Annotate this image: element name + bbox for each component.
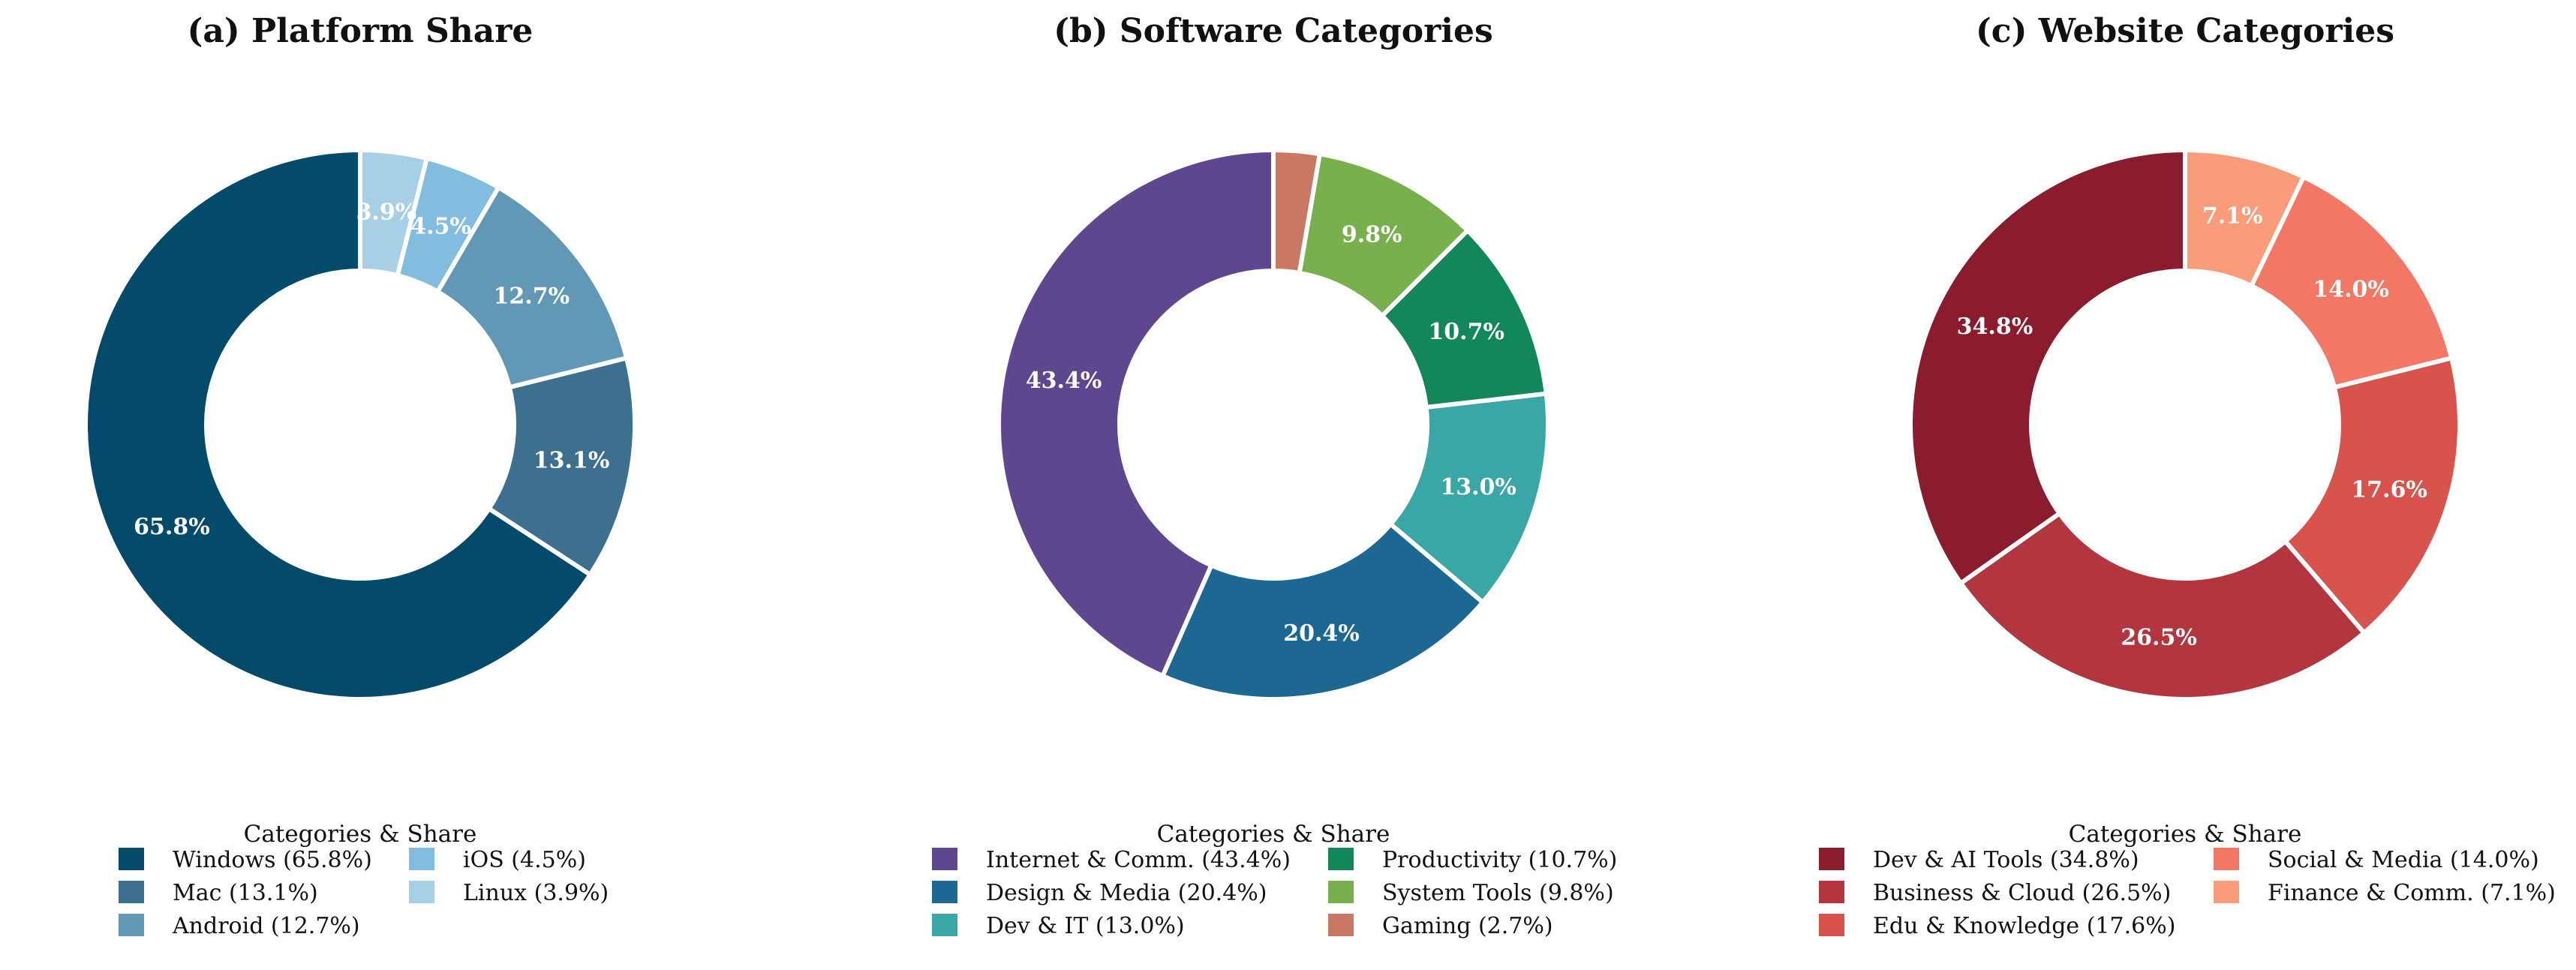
legend-swatch (932, 914, 957, 936)
slice-value-label: 34.8% (1957, 314, 2033, 340)
donut-slice-design-media (1160, 521, 1486, 701)
slice-value-label: 13.1% (534, 447, 610, 473)
slice-value-label: 7.1% (2202, 203, 2263, 230)
legend-label: Windows (65.8%) (173, 847, 372, 873)
slice-value-label: 43.4% (1026, 368, 1102, 394)
legend-label: Dev & IT (13.0%) (986, 913, 1185, 939)
legend-swatch (409, 848, 434, 870)
legend-swatch (2214, 881, 2239, 903)
legend-item: Design & Media (20.4%) (932, 880, 1267, 906)
donut-slice-edu-knowledge (2283, 356, 2462, 635)
legend-label: Design & Media (20.4%) (986, 880, 1267, 906)
legend-label: Mac (13.1%) (173, 880, 318, 906)
legend-item: Windows (65.8%) (119, 847, 372, 873)
donut-slice-linux (358, 148, 429, 278)
slice-value-label: 9.8% (1342, 221, 1402, 248)
donut-slice-dev-ai-tools (1908, 148, 2187, 586)
legend-label: iOS (4.5%) (463, 847, 586, 873)
legend-item: iOS (4.5%) (409, 847, 586, 873)
slice-value-label: 13.0% (1440, 474, 1516, 500)
donut-slice-android (435, 185, 630, 390)
legend-label: Social & Media (14.0%) (2268, 847, 2539, 873)
donut-b: 43.4% 20.4% 13.0% 10.7% 9.8% (996, 148, 1550, 701)
donut-slice-windows (83, 148, 593, 701)
panel-website-categories: (c) Website Categories 34.8% 26.5% 17.6% 14… (1819, 12, 2556, 939)
slice-value-label: 12.7% (494, 284, 570, 310)
legend-swatch (932, 848, 957, 870)
legend-item: Dev & IT (13.0%) (932, 913, 1185, 939)
slice-value-label: 14.0% (2313, 276, 2389, 302)
legend-swatch (1819, 914, 1844, 936)
legend-label: Edu & Knowledge (17.6%) (1873, 913, 2175, 939)
legend-label: Android (12.7%) (172, 913, 360, 939)
slice-value-label: 10.7% (1428, 319, 1504, 345)
legend-swatch (2214, 848, 2239, 870)
legend-b: Internet & Comm. (43.4%) Design & Media (… (932, 847, 1617, 939)
legend-item: Linux (3.9%) (409, 880, 609, 906)
legend-swatch (119, 914, 144, 936)
donut-slice-business-cloud (1958, 511, 2367, 701)
legend-swatch (409, 881, 434, 903)
legend-item: Business & Cloud (26.5%) (1819, 880, 2171, 906)
chart-title-b: (b) Software Categories (1054, 12, 1493, 50)
legend-item: Social & Media (14.0%) (2214, 847, 2539, 873)
chart-title-a: (a) Platform Share (188, 12, 534, 50)
legend-label: Finance & Comm. (7.1%) (2268, 880, 2556, 906)
slice-value-label: 20.4% (1283, 620, 1360, 647)
slice-value-label: 3.9% (356, 200, 417, 226)
legend-swatch (1328, 848, 1354, 870)
legend-item: Gaming (2.7%) (1328, 913, 1553, 939)
legend-label: System Tools (9.8%) (1382, 880, 1614, 906)
donut-c: 34.8% 26.5% 17.6% 14.0% 7.1% (1908, 148, 2462, 701)
panel-software-categories: (b) Software Categories 43.4% 20.4% 13.0% 1… (932, 12, 1617, 939)
legend-title-c: Categories & Share (2069, 821, 2302, 848)
legend-item: Mac (13.1%) (119, 880, 318, 906)
legend-item: Finance & Comm. (7.1%) (2214, 880, 2556, 906)
legend-swatch (119, 848, 144, 870)
legend-a: Windows (65.8%) Mac (13.1%) Android (12.7%… (119, 847, 609, 939)
slice-value-label: 4.5% (410, 214, 471, 240)
legend-swatch (1328, 881, 1354, 903)
chart-title-c: (c) Website Categories (1976, 12, 2394, 50)
legend-swatch (1819, 848, 1844, 870)
legend-swatch (1819, 881, 1844, 903)
legend-item: Android (12.7%) (119, 913, 360, 939)
legend-swatch (932, 881, 957, 903)
legend-item: Productivity (10.7%) (1328, 847, 1617, 873)
donut-slice-social-media (2249, 174, 2454, 390)
legend-swatch (1328, 914, 1354, 936)
slice-value-label: 65.8% (134, 514, 210, 540)
legend-title-a: Categories & Share (244, 821, 477, 848)
legend-item: Dev & AI Tools (34.8%) (1819, 847, 2139, 873)
legend-label: Linux (3.9%) (463, 880, 609, 906)
legend-label: Internet & Comm. (43.4%) (986, 847, 1291, 873)
donut-slice-internet-comm (996, 148, 1276, 678)
legend-label: Business & Cloud (26.5%) (1873, 880, 2171, 906)
panel-platform-share: (a) Platform Share 65.8% 13.1% 12.7% 4.5%3.… (83, 12, 637, 939)
slice-value-label: 26.5% (2121, 624, 2197, 650)
legend-title-b: Categories & Share (1157, 821, 1390, 848)
legend-c: Dev & AI Tools (34.8%) Business & Cloud (… (1819, 847, 2556, 939)
donut-a: 65.8% 13.1% 12.7% 4.5%3.9% (83, 148, 637, 701)
legend-swatch (119, 881, 144, 903)
legend-item: Internet & Comm. (43.4%) (932, 847, 1291, 873)
donut-slice-finance-comm (2183, 148, 2306, 289)
legend-item: System Tools (9.8%) (1328, 880, 1614, 906)
slice-value-label: 17.6% (2351, 477, 2427, 503)
legend-label: Productivity (10.7%) (1382, 847, 1617, 873)
legend-item: Edu & Knowledge (17.6%) (1819, 913, 2175, 939)
legend-label: Gaming (2.7%) (1382, 913, 1553, 939)
donut-slice-gaming (1271, 148, 1322, 275)
legend-label: Dev & AI Tools (34.8%) (1873, 847, 2139, 873)
